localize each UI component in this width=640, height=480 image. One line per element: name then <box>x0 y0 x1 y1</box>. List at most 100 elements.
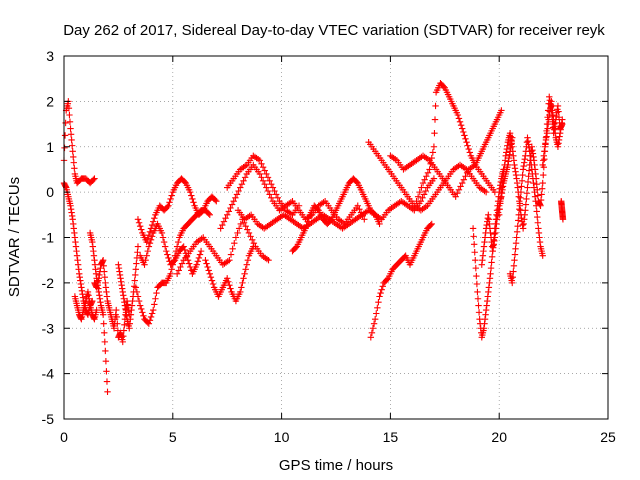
data-point <box>470 233 477 240</box>
data-point <box>475 302 482 309</box>
data-point <box>430 175 438 182</box>
data-point <box>189 195 196 203</box>
data-point <box>224 211 231 219</box>
data-point <box>173 270 181 277</box>
y-tick-label: 2 <box>46 93 54 109</box>
data-point <box>465 145 472 153</box>
data-point <box>464 142 471 149</box>
data-point <box>428 154 435 162</box>
data-point <box>414 193 422 200</box>
data-point <box>243 261 250 268</box>
data-point <box>264 187 272 195</box>
data-point <box>142 256 149 264</box>
data-point <box>534 219 542 226</box>
data-point <box>152 295 159 302</box>
data-point <box>523 195 530 203</box>
data-point <box>68 136 75 144</box>
data-point <box>510 262 518 270</box>
data-point <box>474 295 482 302</box>
data-point <box>168 192 175 199</box>
data-point <box>482 188 490 196</box>
data-point <box>353 178 360 186</box>
data-point <box>496 205 503 213</box>
data-point <box>70 159 77 166</box>
data-point <box>165 202 172 209</box>
data-point <box>559 116 566 123</box>
data-point <box>164 203 171 211</box>
data-point <box>225 278 232 285</box>
x-tick-label: 20 <box>491 429 507 445</box>
data-point <box>264 174 272 181</box>
data-point <box>428 220 435 228</box>
data-point <box>237 288 244 296</box>
data-point <box>173 243 181 250</box>
data-point <box>99 311 107 318</box>
series-track-23 <box>506 134 546 287</box>
data-point <box>206 211 213 219</box>
data-point <box>511 251 519 258</box>
data-point <box>222 215 229 222</box>
data-point <box>208 277 216 284</box>
data-point <box>168 266 175 273</box>
data-point <box>145 243 153 250</box>
data-point <box>102 357 110 365</box>
data-point <box>181 178 188 186</box>
data-point <box>475 309 483 316</box>
data-point <box>207 274 215 281</box>
data-point <box>102 347 109 355</box>
data-point <box>452 193 459 200</box>
data-point <box>263 170 270 178</box>
data-point <box>234 229 241 237</box>
data-point <box>369 325 377 332</box>
data-point <box>188 192 195 199</box>
data-point <box>515 217 522 224</box>
data-point <box>258 160 265 167</box>
data-point <box>230 198 237 205</box>
data-point <box>66 118 74 125</box>
data-point <box>100 320 107 327</box>
data-point <box>227 204 234 212</box>
data-point <box>194 258 202 265</box>
series-track-25 <box>558 198 567 223</box>
data-point <box>295 202 303 209</box>
data-point <box>473 280 481 288</box>
data-point <box>148 233 156 240</box>
data-point <box>147 313 155 321</box>
series-track-8 <box>134 175 220 246</box>
data-point <box>250 243 257 250</box>
data-point <box>367 334 375 341</box>
data-point <box>206 270 213 277</box>
data-point <box>512 245 519 253</box>
data-point <box>269 184 277 191</box>
data-point <box>175 238 182 246</box>
data-point <box>457 183 464 190</box>
data-point <box>532 202 540 209</box>
data-point <box>227 285 234 292</box>
data-point <box>147 236 155 243</box>
data-point <box>472 256 479 264</box>
data-point <box>292 244 299 251</box>
data-point <box>140 312 147 319</box>
data-point <box>249 236 256 243</box>
series-track-9 <box>136 220 205 277</box>
data-point <box>487 270 494 277</box>
data-point <box>167 270 174 277</box>
data-point <box>227 251 235 258</box>
data-point <box>426 166 433 173</box>
data-point <box>261 167 268 174</box>
data-point <box>145 320 153 327</box>
data-point <box>497 194 505 201</box>
data-point <box>539 252 546 259</box>
data-point <box>141 261 148 268</box>
data-point <box>377 289 384 297</box>
data-point <box>460 128 467 136</box>
data-point <box>454 190 461 197</box>
data-point <box>187 263 194 271</box>
data-point <box>61 144 68 152</box>
data-point <box>256 157 264 164</box>
data-point <box>466 149 474 156</box>
data-point <box>555 114 563 121</box>
data-point <box>559 216 567 223</box>
data-point <box>103 378 111 385</box>
data-point <box>161 243 169 250</box>
